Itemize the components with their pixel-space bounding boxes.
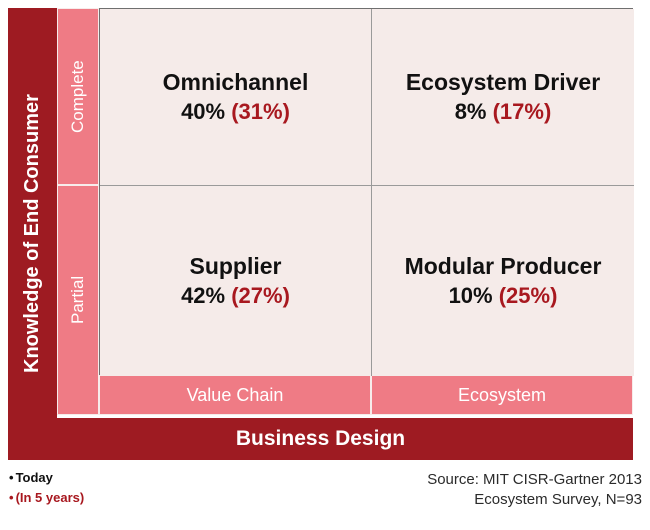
source-note: Source: MIT CISR-Gartner 2013 Ecosystem … — [427, 470, 642, 511]
y-axis-band — [8, 8, 57, 460]
quadrant-values: 40% (31%) — [181, 98, 290, 126]
value-today: 10% — [448, 282, 493, 308]
legend-item-future: • (In 5 years) — [9, 488, 84, 508]
quadrant-ecosystem-driver: Ecosystem Driver 8% (17%) — [372, 9, 634, 186]
y-axis-title: Knowledge of End Consumer — [21, 94, 43, 374]
quadrant-values: 10% (25%) — [449, 282, 558, 310]
bullet-icon: • — [9, 490, 14, 506]
quadrant-modular-producer: Modular Producer 10% (25%) — [372, 186, 634, 376]
value-future: (17%) — [492, 98, 552, 124]
bullet-icon: • — [9, 470, 14, 485]
quadrant-supplier: Supplier 42% (27%) — [100, 186, 372, 376]
x-axis-title: Business Design — [235, 427, 406, 450]
matrix-grid: Omnichannel 40% (31%) Ecosystem Driver 8… — [99, 8, 634, 376]
quadrant-title: Ecosystem Driver — [405, 68, 601, 95]
quadrant-values: 8% (17%) — [455, 98, 552, 126]
legend-label-today: Today — [15, 470, 53, 485]
quadrant-title: Omnichannel — [162, 68, 309, 95]
value-future: (25%) — [498, 282, 558, 308]
value-today: 8% — [454, 98, 487, 124]
value-today: 42% — [181, 282, 226, 308]
value-future: (31%) — [231, 98, 290, 124]
legend-item-today: • Today — [9, 468, 84, 488]
x-level-ecosystem: Ecosystem — [371, 375, 633, 415]
x-axis-band — [8, 418, 633, 460]
source-line-1: Source: MIT CISR-Gartner 2013 — [427, 471, 642, 488]
quadrant-values: 42% (27%) — [181, 282, 290, 310]
value-future: (27%) — [231, 282, 290, 308]
value-today: 40% — [181, 98, 226, 124]
quadrant-omnichannel: Omnichannel 40% (31%) — [100, 9, 372, 186]
source-line-2: Ecosystem Survey, N=93 — [474, 491, 642, 509]
y-level-partial: Partial — [57, 185, 99, 415]
quadrant-title: Modular Producer — [404, 252, 602, 279]
legend-label-future: (In 5 years) — [15, 490, 85, 506]
quadrant-title: Supplier — [189, 252, 282, 279]
legend: • Today • (In 5 years) — [9, 468, 84, 508]
y-level-complete: Complete — [57, 8, 99, 185]
x-level-value-chain: Value Chain — [99, 375, 371, 415]
